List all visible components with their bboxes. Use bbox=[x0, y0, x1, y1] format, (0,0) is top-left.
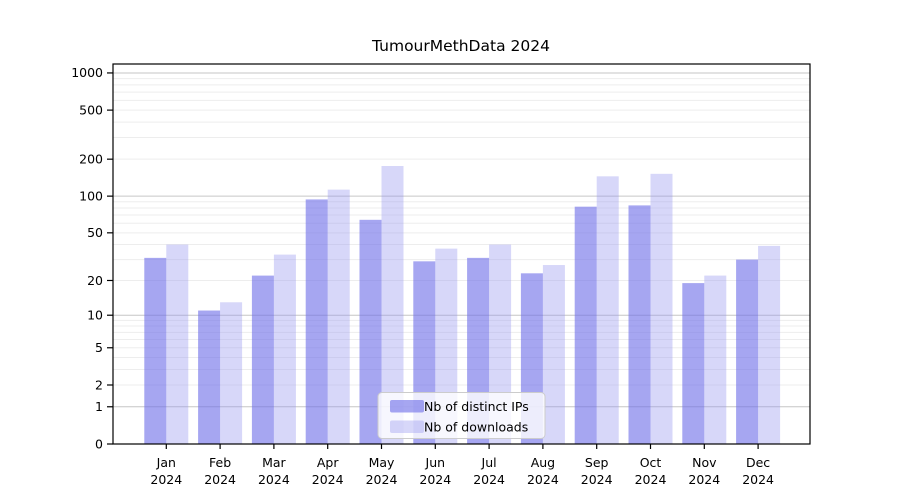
y-tick-label-200: 200 bbox=[79, 151, 103, 166]
minor-gridlines bbox=[113, 78, 810, 386]
x-tick-year-jan: 2024 bbox=[150, 472, 182, 487]
y-tick-label-20: 20 bbox=[87, 273, 103, 288]
x-tick-year-nov: 2024 bbox=[688, 472, 720, 487]
x-tick-year-jun: 2024 bbox=[419, 472, 451, 487]
x-tick-label-feb: Feb bbox=[209, 455, 231, 470]
legend-label-distinct-ips: Nb of distinct IPs bbox=[424, 399, 529, 414]
x-tick-label-apr: Apr bbox=[317, 455, 339, 470]
bar-ips-mar bbox=[251, 275, 274, 444]
bar-ips-oct bbox=[628, 205, 651, 444]
bar-downloads-may bbox=[381, 165, 404, 445]
x-tick-label-jun: Jun bbox=[425, 455, 446, 470]
legend: Nb of distinct IPs Nb of downloads bbox=[377, 392, 546, 439]
x-tick-year-jul: 2024 bbox=[473, 472, 505, 487]
y-tick-label-50: 50 bbox=[87, 225, 103, 240]
x-tick-label-sep: Sep bbox=[585, 455, 609, 470]
bars bbox=[144, 165, 781, 445]
y-tick-label-2: 2 bbox=[95, 377, 103, 392]
bar-downloads-feb bbox=[220, 302, 243, 444]
bar-downloads-nov bbox=[704, 275, 727, 444]
bar-ips-dec bbox=[736, 259, 759, 444]
bar-ips-feb bbox=[198, 310, 221, 444]
legend-swatch-downloads bbox=[390, 420, 424, 433]
y-tick-label-100: 100 bbox=[79, 188, 103, 203]
chart-title: TumourMethData 2024 bbox=[371, 37, 550, 55]
x-tick-label-aug: Aug bbox=[531, 455, 555, 470]
bar-downloads-dec bbox=[758, 245, 781, 444]
y-tick-label-0: 0 bbox=[95, 436, 103, 451]
y-axis-tick-labels: 0 1 2 5 10 20 50 100 200 500 1000 bbox=[71, 65, 103, 451]
legend-swatch-distinct-ips bbox=[390, 400, 424, 413]
x-tick-year-mar: 2024 bbox=[258, 472, 290, 487]
plot-border bbox=[112, 63, 811, 445]
x-tick-label-may: May bbox=[369, 455, 395, 470]
x-tick-year-feb: 2024 bbox=[204, 472, 236, 487]
x-tick-year-aug: 2024 bbox=[527, 472, 559, 487]
y-tick-label-1: 1 bbox=[95, 399, 103, 414]
x-tick-label-jan: Jan bbox=[156, 455, 176, 470]
bar-downloads-aug bbox=[542, 265, 565, 444]
y-tick-label-10: 10 bbox=[87, 308, 103, 323]
bar-ips-jan bbox=[144, 257, 167, 444]
x-tick-year-dec: 2024 bbox=[742, 472, 774, 487]
axis-tick-marks bbox=[107, 72, 759, 449]
x-tick-year-may: 2024 bbox=[366, 472, 398, 487]
y-tick-label-500: 500 bbox=[79, 102, 103, 117]
x-axis-tick-labels: Jan 2024 Feb 2024 Mar 2024 Apr 2024 May 2024 Jun 20… bbox=[150, 455, 774, 487]
bar-ips-may bbox=[359, 219, 382, 444]
bar-downloads-sep bbox=[596, 176, 619, 444]
x-tick-label-jul: Jul bbox=[481, 455, 497, 470]
bar-ips-apr bbox=[305, 199, 328, 444]
x-tick-year-sep: 2024 bbox=[581, 472, 613, 487]
bar-downloads-apr bbox=[327, 189, 350, 444]
x-tick-year-oct: 2024 bbox=[635, 472, 667, 487]
bar-downloads-oct bbox=[650, 173, 673, 445]
x-tick-label-nov: Nov bbox=[692, 455, 717, 470]
bar-ips-nov bbox=[682, 283, 705, 444]
x-tick-label-dec: Dec bbox=[746, 455, 770, 470]
x-tick-label-oct: Oct bbox=[640, 455, 662, 470]
bar-downloads-mar bbox=[273, 254, 296, 444]
legend-label-downloads: Nb of downloads bbox=[424, 419, 528, 434]
bar-downloads-jan bbox=[166, 244, 189, 444]
bar-ips-sep bbox=[574, 206, 597, 444]
x-tick-year-apr: 2024 bbox=[312, 472, 344, 487]
y-tick-label-1000: 1000 bbox=[71, 65, 103, 80]
x-tick-label-mar: Mar bbox=[262, 455, 286, 470]
y-tick-label-5: 5 bbox=[95, 340, 103, 355]
